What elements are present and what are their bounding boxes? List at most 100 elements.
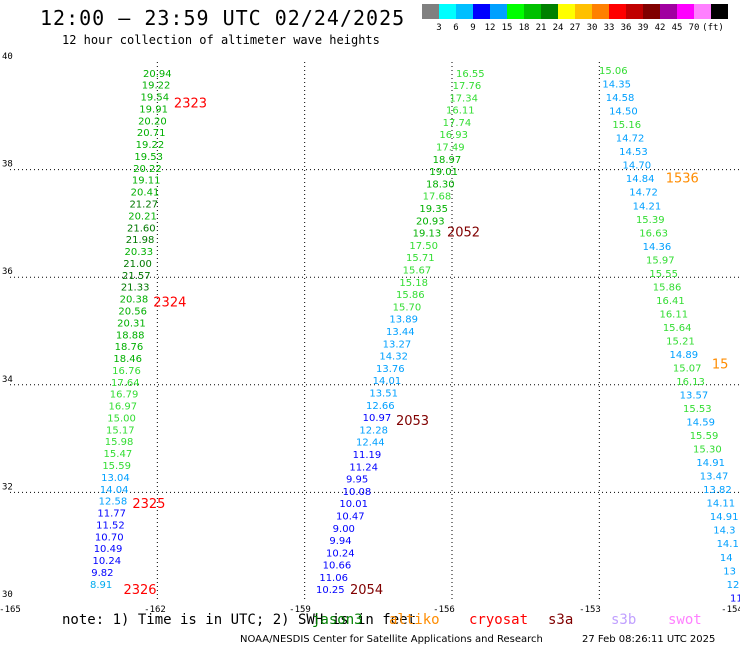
x-tick-label: -162 — [144, 605, 166, 615]
y-tick-label: 34 — [2, 375, 13, 385]
data-point-label: 15.71 — [406, 253, 435, 264]
data-point-label: 13.27 — [383, 339, 412, 350]
generated-timestamp: 27 Feb 08:26:11 UTC 2025 — [582, 634, 716, 645]
data-point-label: 13.57 — [680, 391, 709, 402]
data-point-label: 14.32 — [379, 352, 408, 363]
x-tick-label: -154 — [721, 605, 740, 615]
data-point-label: 13.89 — [389, 315, 418, 326]
colorbar-label: 33 — [603, 23, 615, 33]
colorbar-label: 45 — [671, 23, 683, 33]
data-point-label: 14.3 — [713, 526, 735, 537]
data-point-label: 11.24 — [349, 462, 378, 473]
data-point-label: 21.27 — [129, 200, 158, 211]
data-point-label: 13.76 — [376, 364, 405, 375]
data-point-label: 17.64 — [111, 378, 140, 389]
data-point-label: 9.82 — [91, 568, 113, 579]
colorbar-label: 12 — [484, 23, 496, 33]
colorbar-swatch — [711, 4, 728, 19]
colorbar-label: 42 — [654, 23, 666, 33]
data-point-label: 12 — [727, 580, 740, 591]
y-tick-label: 36 — [2, 267, 13, 277]
data-point-label: 15.21 — [666, 336, 695, 347]
pass-time-label: 2324 — [153, 295, 186, 310]
data-point-label: 14.70 — [623, 161, 652, 172]
data-point-label: 15.07 — [673, 363, 702, 374]
data-point-label: 15.86 — [653, 282, 682, 293]
data-point-label: 19.22 — [136, 140, 165, 151]
colorbar-swatch — [592, 4, 609, 19]
data-point-label: 17.49 — [436, 143, 465, 154]
y-tick-label: 38 — [2, 160, 13, 170]
colorbar-swatch — [473, 4, 490, 19]
data-point-label: 11 — [730, 593, 740, 604]
page-title: 12:00 – 23:59 UTC 02/24/2025 — [40, 6, 406, 30]
y-tick-label: 32 — [2, 482, 13, 492]
data-point-label: 14.01 — [373, 376, 402, 387]
colorbar-label: 3 — [436, 23, 442, 33]
y-tick-label: 40 — [2, 52, 13, 62]
mission-altiko: altiko — [389, 612, 440, 628]
colorbar-label: 6 — [453, 23, 459, 33]
data-point-label: 15.47 — [104, 449, 133, 460]
data-point-label: 20.31 — [117, 318, 146, 329]
data-point-label: 15.53 — [683, 404, 712, 415]
mission-cryosat: cryosat — [469, 612, 529, 628]
colorbar-label: 21 — [535, 23, 547, 33]
data-point-label: 14.04 — [100, 485, 129, 496]
data-point-label: 14.53 — [619, 147, 648, 158]
data-point-label: 19.35 — [419, 204, 448, 215]
data-point-label: 15.16 — [612, 120, 641, 131]
data-point-label: 10.08 — [343, 487, 372, 498]
data-point-label: 17.50 — [409, 241, 438, 252]
colorbar-label: 70 — [688, 23, 700, 33]
data-point-label: 15.97 — [646, 255, 675, 266]
data-point-label: 14.1 — [717, 539, 739, 550]
data-point-label: 11.52 — [96, 520, 125, 531]
data-point-label: 11.19 — [353, 450, 382, 461]
pass-time-label: 2054 — [350, 583, 383, 598]
data-point-label: 17.74 — [443, 118, 472, 129]
colorbar-swatch — [541, 4, 558, 19]
data-point-label: 21.98 — [126, 235, 155, 246]
data-point-label: 15.30 — [693, 445, 722, 456]
data-point-label: 15.06 — [599, 66, 628, 77]
data-point-label: 21.57 — [122, 271, 151, 282]
data-point-label: 12.28 — [359, 425, 388, 436]
data-point-label: 18.88 — [116, 330, 145, 341]
data-point-label: 14.59 — [686, 418, 715, 429]
data-point-label: 9.94 — [329, 536, 351, 547]
data-point-label: 18.76 — [115, 342, 144, 353]
data-point-label: 16.11 — [446, 106, 475, 117]
colorbar-swatch — [609, 4, 626, 19]
data-point-label: 15.00 — [107, 413, 136, 424]
data-point-label: 15.59 — [102, 461, 131, 472]
data-point-label: 20.33 — [125, 247, 154, 258]
colorbar-swatch — [490, 4, 507, 19]
colorbar-label: 27 — [569, 23, 581, 33]
data-point-label: 16.97 — [108, 402, 137, 413]
data-point-label: 19.22 — [142, 81, 171, 92]
colorbar-swatch — [524, 4, 541, 19]
data-point-label: 13.04 — [101, 473, 130, 484]
data-point-label: 15.86 — [396, 290, 425, 301]
data-point-label: 10.70 — [95, 532, 124, 543]
data-point-label: 15.59 — [690, 431, 719, 442]
data-point-label: 21.60 — [127, 223, 156, 234]
data-point-label: 18.97 — [433, 155, 462, 166]
data-point-label: 10.24 — [92, 556, 121, 567]
data-point-label: 20.22 — [133, 164, 162, 175]
data-point-label: 15.70 — [393, 302, 422, 313]
data-point-label: 11.77 — [97, 509, 126, 520]
colorbar-swatch — [643, 4, 660, 19]
data-point-label: 16.11 — [659, 309, 688, 320]
data-point-label: 15.18 — [399, 278, 428, 289]
data-point-label: 12.44 — [356, 438, 385, 449]
data-point-label: 11.06 — [319, 573, 348, 584]
data-point-label: 14.21 — [633, 201, 662, 212]
data-point-label: 20.21 — [128, 211, 157, 222]
data-point-label: 13.47 — [700, 472, 729, 483]
data-point-label: 15.39 — [636, 215, 665, 226]
data-point-label: 14.91 — [710, 512, 739, 523]
data-point-label: 10.25 — [316, 585, 345, 596]
data-point-label: 17.68 — [423, 192, 452, 203]
